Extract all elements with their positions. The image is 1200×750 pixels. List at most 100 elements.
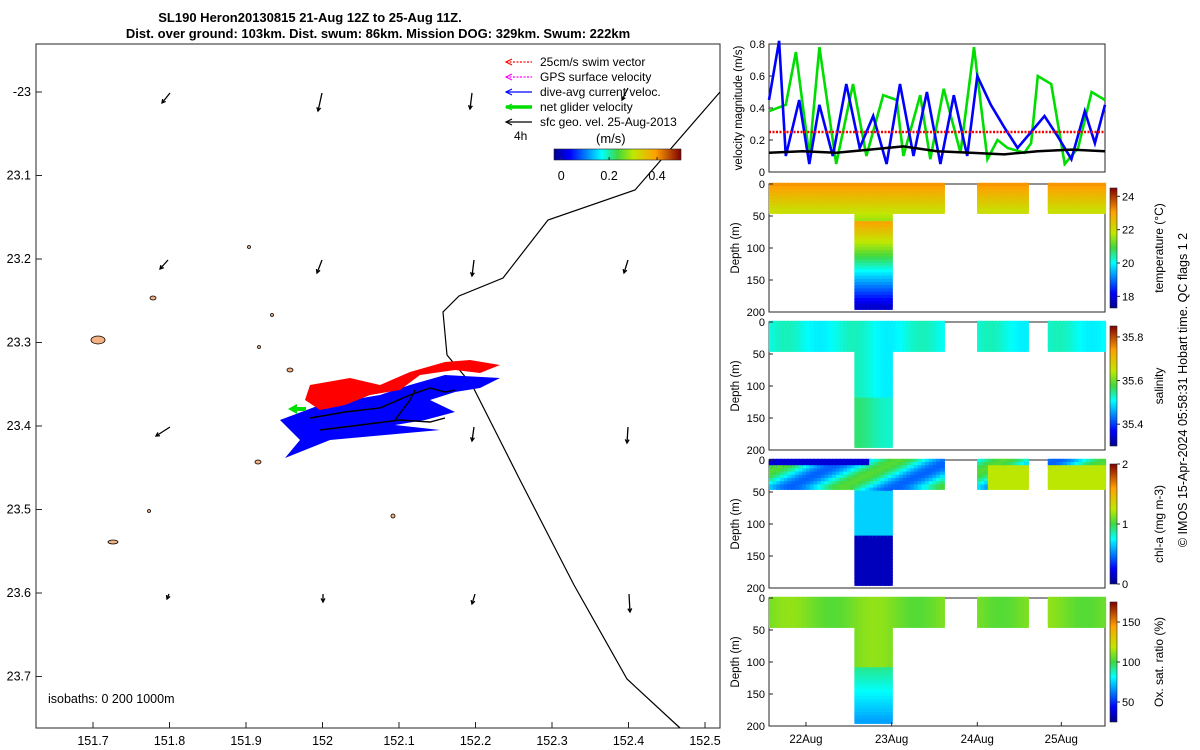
profile-cell	[850, 182, 856, 189]
profile-cell	[995, 596, 1001, 603]
profile-cell	[906, 202, 912, 208]
profile-cell	[884, 670, 890, 676]
profile-cell	[850, 208, 856, 214]
profile-cell	[987, 205, 993, 211]
profile-cell	[858, 696, 864, 702]
profile-cell	[858, 628, 864, 635]
profile-cell	[887, 343, 893, 349]
profile-cell	[832, 484, 838, 490]
profile-cell	[902, 198, 908, 205]
profile-cell	[977, 622, 983, 628]
profile-cell	[1002, 192, 1008, 198]
profile-cell	[1078, 182, 1084, 189]
profile-cell	[854, 362, 860, 368]
profile-cell	[880, 234, 886, 240]
profile-cell	[1089, 330, 1095, 336]
profile-cell	[884, 532, 890, 538]
profile-cell	[884, 622, 890, 628]
profile-cell	[835, 333, 841, 340]
profile-cell	[1009, 612, 1015, 619]
profile-cell	[865, 250, 871, 256]
profile-cell	[858, 436, 864, 442]
profile-cell	[872, 551, 878, 558]
profile-cell	[891, 320, 897, 327]
profile-cell	[884, 208, 890, 214]
profile-cell	[854, 298, 860, 304]
profile-cell	[854, 186, 860, 192]
profile-cell	[884, 192, 890, 198]
profile-cell	[865, 708, 871, 715]
profile-cell	[899, 481, 904, 487]
profile-cell	[828, 619, 834, 625]
profile-cell	[980, 458, 986, 465]
profile-cell	[780, 327, 785, 333]
profile-cell	[977, 606, 983, 612]
profile-cell	[980, 596, 986, 603]
profile-cell	[869, 211, 875, 218]
profile-cell	[910, 324, 916, 330]
profile-cell	[880, 519, 886, 526]
profile-cell	[1020, 202, 1026, 208]
profile-cell	[824, 205, 830, 211]
profile-cell	[872, 234, 878, 240]
profile-cell	[872, 622, 878, 628]
profile-cell	[884, 683, 890, 689]
profile-cell	[865, 561, 871, 567]
profile-cell	[839, 182, 845, 189]
profile-cell	[861, 221, 867, 227]
geo-arrow-head	[154, 432, 161, 437]
profile-cell	[884, 689, 890, 696]
profile-cell	[1066, 596, 1072, 603]
profile-cell	[1082, 336, 1088, 343]
profile-cell	[865, 397, 871, 404]
profile-cell	[820, 471, 826, 478]
profile-cell	[809, 330, 815, 336]
profile-cell	[839, 192, 845, 198]
profile-cell	[791, 189, 797, 195]
profile-cell	[772, 186, 778, 192]
profile-cell	[876, 673, 882, 680]
profile-cell	[899, 458, 904, 465]
profile-cell	[865, 227, 871, 234]
profile-cell	[854, 250, 860, 256]
profile-cell	[1101, 622, 1107, 628]
profile-cell	[936, 468, 942, 474]
profile-cell	[1097, 596, 1103, 603]
profile-cell	[865, 237, 871, 243]
profile-cell	[876, 529, 882, 535]
profile-cell	[921, 619, 927, 625]
profile-cell	[932, 343, 938, 349]
profile-cell	[876, 278, 882, 285]
profile-cell	[876, 327, 882, 333]
profile-cell	[850, 205, 856, 211]
profile-cell	[876, 494, 882, 500]
profile-cell	[872, 410, 878, 416]
profile-cell	[1047, 205, 1053, 211]
profile-cell	[880, 548, 886, 554]
profile-cell	[768, 336, 774, 343]
profile-cell	[1097, 333, 1103, 340]
profile-cell	[917, 324, 923, 330]
profile-cell	[820, 333, 826, 340]
profile-cell	[917, 606, 923, 612]
profile-cell	[987, 182, 993, 189]
profile-cell	[824, 320, 830, 327]
profile-cell	[861, 272, 867, 278]
profile-cell	[902, 182, 908, 189]
profile-cell	[1013, 606, 1019, 612]
profile-cell	[1093, 327, 1099, 333]
profile-cell	[772, 195, 778, 202]
profile-cell	[798, 340, 804, 346]
profile-cell	[921, 192, 927, 198]
profile-cell	[869, 394, 875, 400]
profile-cell	[899, 346, 904, 352]
profile-cell	[1051, 481, 1057, 487]
profile-cell	[913, 600, 919, 606]
profile-cell	[977, 458, 983, 465]
profile-cell	[1013, 330, 1019, 336]
profile-cell	[1089, 189, 1095, 195]
profile-cell	[872, 529, 878, 535]
profile-cell	[876, 532, 882, 538]
profile-cell	[1013, 462, 1019, 468]
profile-cell	[1013, 205, 1019, 211]
